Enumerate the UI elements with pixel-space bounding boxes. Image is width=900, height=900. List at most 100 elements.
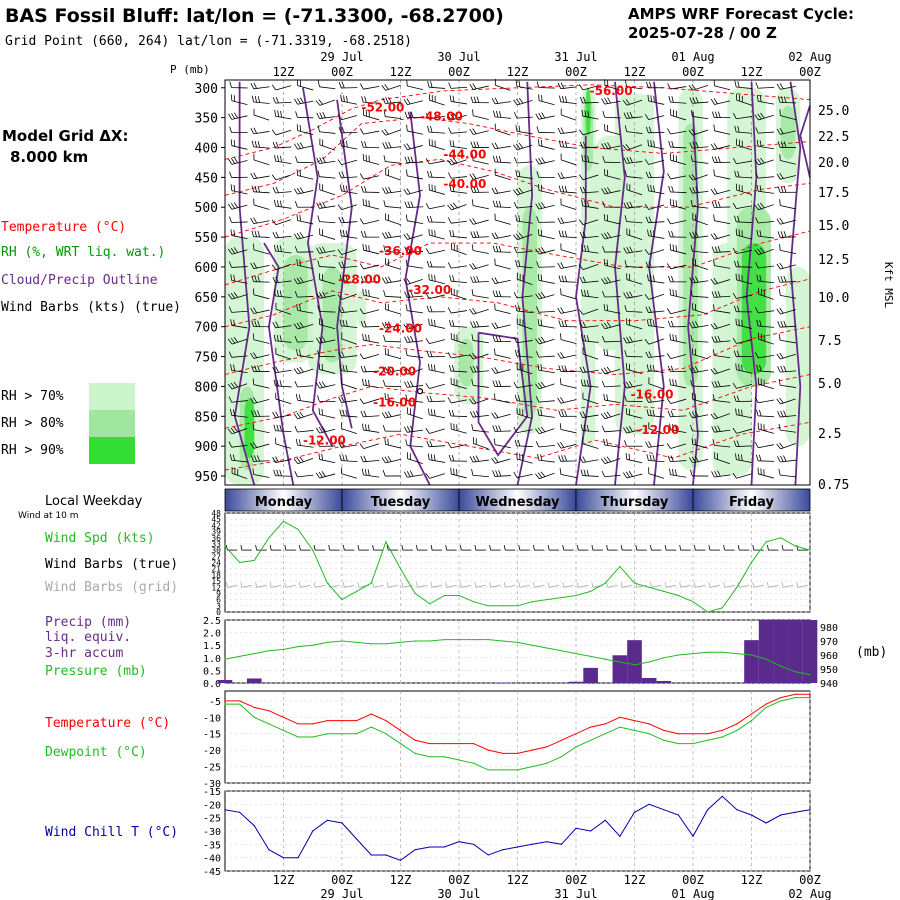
wind-barb — [779, 244, 797, 254]
wind-barb — [711, 470, 731, 478]
wind-barb — [448, 82, 468, 89]
wind-barb — [405, 214, 424, 224]
top-hour-label: 12Z — [507, 65, 529, 79]
surface-wind-barb-true — [737, 545, 750, 551]
wind-barb — [316, 291, 336, 299]
wind-barb — [776, 442, 796, 450]
wind-chill-line-point — [736, 809, 738, 811]
pressure-unit: (mb) — [856, 645, 887, 660]
temperature-label: -28.00 — [338, 273, 381, 287]
wind-barb — [667, 83, 687, 90]
wind-barb — [447, 307, 467, 314]
wind-barb — [513, 381, 533, 389]
wind-barb — [732, 157, 753, 165]
wind-barb — [732, 247, 753, 254]
wind-speed-line-point — [619, 566, 621, 568]
height-tick-label: 20.0 — [818, 156, 849, 171]
wind-barb — [535, 291, 555, 300]
wind-tick-label: 45 — [211, 515, 221, 524]
wind-barb — [689, 96, 709, 104]
wind-chill-tick-label: -45 — [203, 867, 221, 878]
wind-barb — [447, 112, 467, 121]
wind-barb — [381, 366, 402, 374]
wind-barb — [667, 173, 687, 180]
wind-tick-label: 30 — [211, 546, 221, 555]
wind-barb — [558, 230, 577, 238]
wind-barb — [293, 411, 314, 420]
wind-barb — [317, 80, 336, 90]
weekday-band — [692, 488, 811, 512]
cross-section-frame — [224, 79, 811, 486]
wind-barb — [624, 395, 643, 402]
wind-speed-line-point — [341, 599, 343, 601]
wind-barb — [711, 111, 731, 118]
wind-barb — [668, 230, 687, 238]
wind-barb — [228, 261, 248, 268]
pressure-line-point — [399, 641, 402, 644]
wind-barb — [403, 143, 423, 150]
wind-barb — [493, 393, 511, 404]
wind-barb — [667, 365, 687, 373]
wind-barb — [494, 258, 511, 270]
wind-barb — [425, 248, 445, 255]
wind-barb — [317, 305, 336, 313]
temperature-line-point — [312, 723, 314, 725]
pressure-line-point — [385, 643, 387, 645]
wind-barb — [624, 350, 643, 358]
cycle-value: 2025-07-28 / 00 Z — [628, 24, 777, 42]
wind-barb — [471, 379, 489, 388]
precip-bar — [656, 680, 672, 683]
wind-barb — [491, 322, 511, 329]
wind-barb — [315, 471, 336, 479]
wind-barb — [756, 364, 775, 373]
wind-barb — [338, 216, 358, 224]
temperature-contour — [224, 278, 811, 328]
precip-bar — [246, 678, 262, 683]
wind-speed-line-point — [297, 528, 299, 531]
temperature-tick-label: -10 — [203, 713, 221, 724]
wind-chill-line-point — [546, 841, 548, 843]
temperature-line-point — [341, 719, 343, 722]
wind-barb — [227, 426, 248, 435]
wind-barb — [557, 352, 577, 359]
wind-tick-label: 15 — [211, 577, 221, 586]
temperature-line-point — [633, 719, 636, 722]
wind-barb — [538, 139, 555, 150]
wind-barb — [491, 232, 511, 240]
wind-barb — [425, 158, 446, 165]
wind-barb — [341, 332, 357, 345]
wind-barb — [407, 452, 423, 464]
wind-barb — [470, 365, 489, 373]
bottom-hour-label: 12Z — [507, 873, 529, 887]
wind-barb — [623, 156, 643, 164]
wind-speed-line-point — [239, 561, 241, 564]
wind-speed-line-point — [487, 605, 489, 607]
pressure-line-point — [268, 650, 270, 652]
surface-wind-barb-true — [752, 545, 764, 551]
cloud-outline-contour — [745, 81, 758, 486]
wind-barb — [647, 94, 665, 105]
temperature-line-point — [224, 700, 226, 702]
temperature-line-point — [794, 693, 796, 695]
dewpoint-line-point — [794, 696, 796, 699]
cloud-outline-contour — [477, 331, 529, 457]
cloud-outline-contour — [648, 81, 665, 486]
wind-barb — [560, 198, 577, 210]
wind-barb — [515, 214, 533, 224]
surface-wind-barb-true — [576, 545, 589, 551]
wind-barb — [690, 110, 709, 120]
dewpoint-line-point — [707, 739, 709, 741]
wind-barb — [360, 275, 380, 283]
wind-barb — [227, 336, 248, 345]
precip-label-2: liq. equiv. — [45, 630, 131, 645]
weekday-label: Thursday — [601, 495, 669, 510]
dewpoint-line-point — [619, 726, 621, 728]
wind-barb — [538, 94, 555, 106]
wind-barb — [228, 396, 248, 403]
surface-wind-barb-true — [328, 545, 340, 551]
wind-barb — [338, 396, 358, 403]
wind-barb — [492, 200, 511, 209]
wind-barb — [580, 469, 599, 477]
wind-barb — [470, 320, 489, 328]
wind-barb — [690, 200, 709, 209]
